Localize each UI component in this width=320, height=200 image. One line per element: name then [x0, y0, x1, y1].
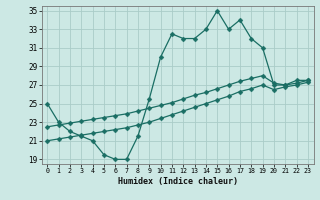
X-axis label: Humidex (Indice chaleur): Humidex (Indice chaleur) — [118, 177, 237, 186]
